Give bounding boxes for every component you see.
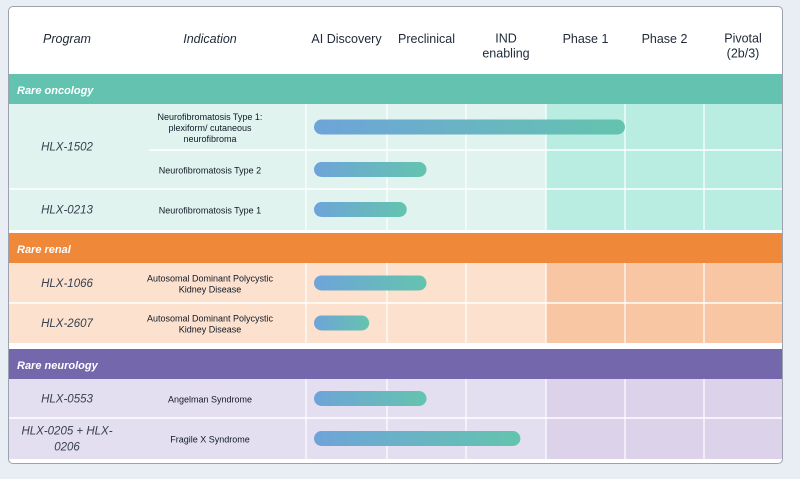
header-program: Program: [43, 32, 91, 46]
stage-header-3: IND enabling: [482, 32, 529, 61]
group-label-2: Rare renal: [17, 244, 72, 256]
progress-bar: [314, 119, 625, 135]
stage-header-5: Phase 2: [642, 32, 688, 46]
stage-header-4: Phase 1: [563, 32, 609, 46]
progress-bar: [314, 162, 427, 177]
group-label-1: Rare oncology: [17, 85, 94, 97]
program-name: HLX-0553: [41, 394, 93, 406]
pipeline-panel: Program Indication AI Discovery Preclinical…: [8, 6, 783, 464]
progress-bar: [314, 275, 427, 291]
stage-header-1: AI Discovery: [311, 32, 382, 46]
stage-header-2: Preclinical: [398, 32, 455, 46]
indication-text: Neurofibromatosis Type 2: [159, 166, 261, 176]
indication-text: Neurofibromatosis Type 1: [159, 206, 261, 216]
group-label-3: Rare neurology: [17, 360, 99, 372]
progress-bar: [314, 202, 407, 217]
program-name: HLX-2607: [41, 318, 93, 330]
group-header-1: [9, 74, 782, 104]
indication-text: Neurofibromatosis Type 1: plexiform/ cuta…: [158, 112, 263, 144]
stage-header-6: Pivotal (2b/3): [724, 32, 762, 61]
header-indication: Indication: [183, 32, 237, 46]
pipeline-chart: Program Indication AI Discovery Preclinical…: [9, 32, 782, 459]
progress-bar: [314, 391, 427, 406]
indication-text: Autosomal Dominant Polycystic Kidney Dise…: [147, 274, 274, 295]
group-header-2: [9, 233, 782, 263]
indication-text: Angelman Syndrome: [168, 395, 252, 405]
group-header-3: [9, 349, 782, 379]
indication-text: Fragile X Syndrome: [170, 435, 250, 445]
later-stage-shade-3: [546, 379, 782, 459]
indication-text: Autosomal Dominant Polycystic Kidney Dise…: [147, 314, 274, 335]
program-name: HLX-1066: [41, 278, 93, 290]
progress-bar: [314, 315, 370, 331]
program-name: HLX-0213: [41, 205, 93, 217]
program-name: HLX-0205 + HLX-0206: [21, 426, 112, 454]
progress-bar: [314, 431, 521, 446]
program-name: HLX-1502: [41, 142, 93, 154]
